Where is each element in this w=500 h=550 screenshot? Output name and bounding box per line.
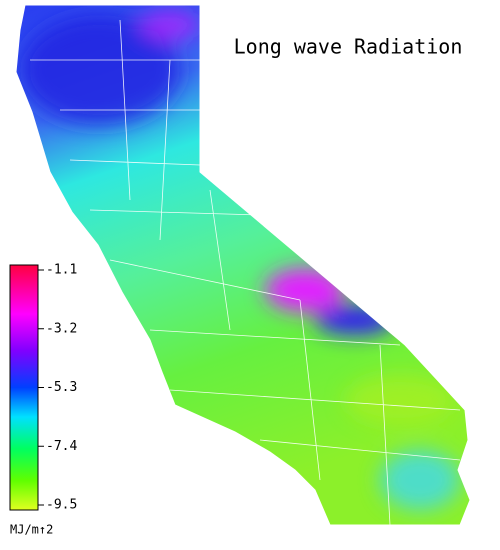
radiation-patches (20, 10, 460, 510)
california-map (15, 4, 471, 526)
colorbar-tick-label: -1.1 (46, 263, 77, 278)
colorbar (9, 264, 39, 511)
colorbar-unit: MJ/m↑2 (10, 523, 53, 537)
colorbar-tick-label: -3.2 (46, 321, 77, 336)
map-title: Long wave Radiation (234, 35, 463, 59)
colorbar-tick-label: -5.3 (46, 380, 77, 395)
county-lines (30, 19, 461, 526)
state-border (15, 4, 471, 526)
colorbar-tick-label: -7.4 (46, 439, 77, 454)
colorbar-tick-label: -9.5 (46, 498, 77, 513)
